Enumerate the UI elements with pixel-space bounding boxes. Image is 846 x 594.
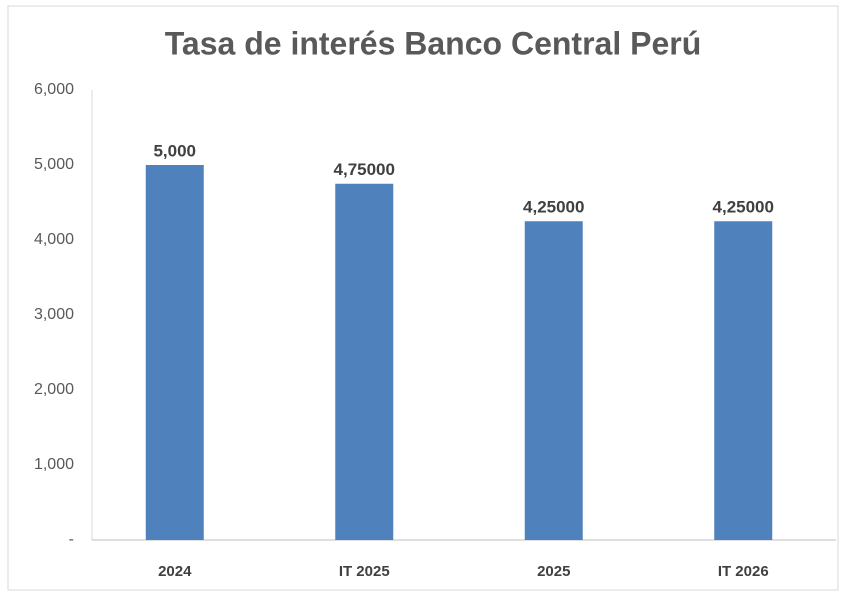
- bar: [145, 165, 204, 540]
- y-tick-label: 2,000: [34, 381, 74, 398]
- bar: [335, 183, 394, 540]
- y-tick-label: 3,000: [34, 306, 74, 323]
- x-tick-label: IT 2026: [718, 563, 769, 580]
- y-tick-label: 5,000: [34, 156, 74, 173]
- data-label: 5,000: [153, 141, 196, 160]
- data-label: 4,75000: [334, 160, 395, 179]
- x-tick-label: IT 2025: [339, 563, 390, 580]
- bar: [524, 221, 583, 540]
- y-tick-label: 1,000: [34, 456, 74, 473]
- y-tick-label: 4,000: [34, 231, 74, 248]
- x-tick-label: 2025: [537, 563, 570, 580]
- chart-border: [7, 5, 839, 591]
- chart-title: Tasa de interés Banco Central Perú: [165, 25, 701, 61]
- bar: [714, 221, 773, 540]
- y-tick-label: -: [69, 531, 74, 548]
- y-tick-label: 6,000: [34, 81, 74, 98]
- data-label: 4,25000: [523, 198, 584, 217]
- x-tick-label: 2024: [158, 563, 192, 580]
- data-label: 4,25000: [713, 198, 774, 217]
